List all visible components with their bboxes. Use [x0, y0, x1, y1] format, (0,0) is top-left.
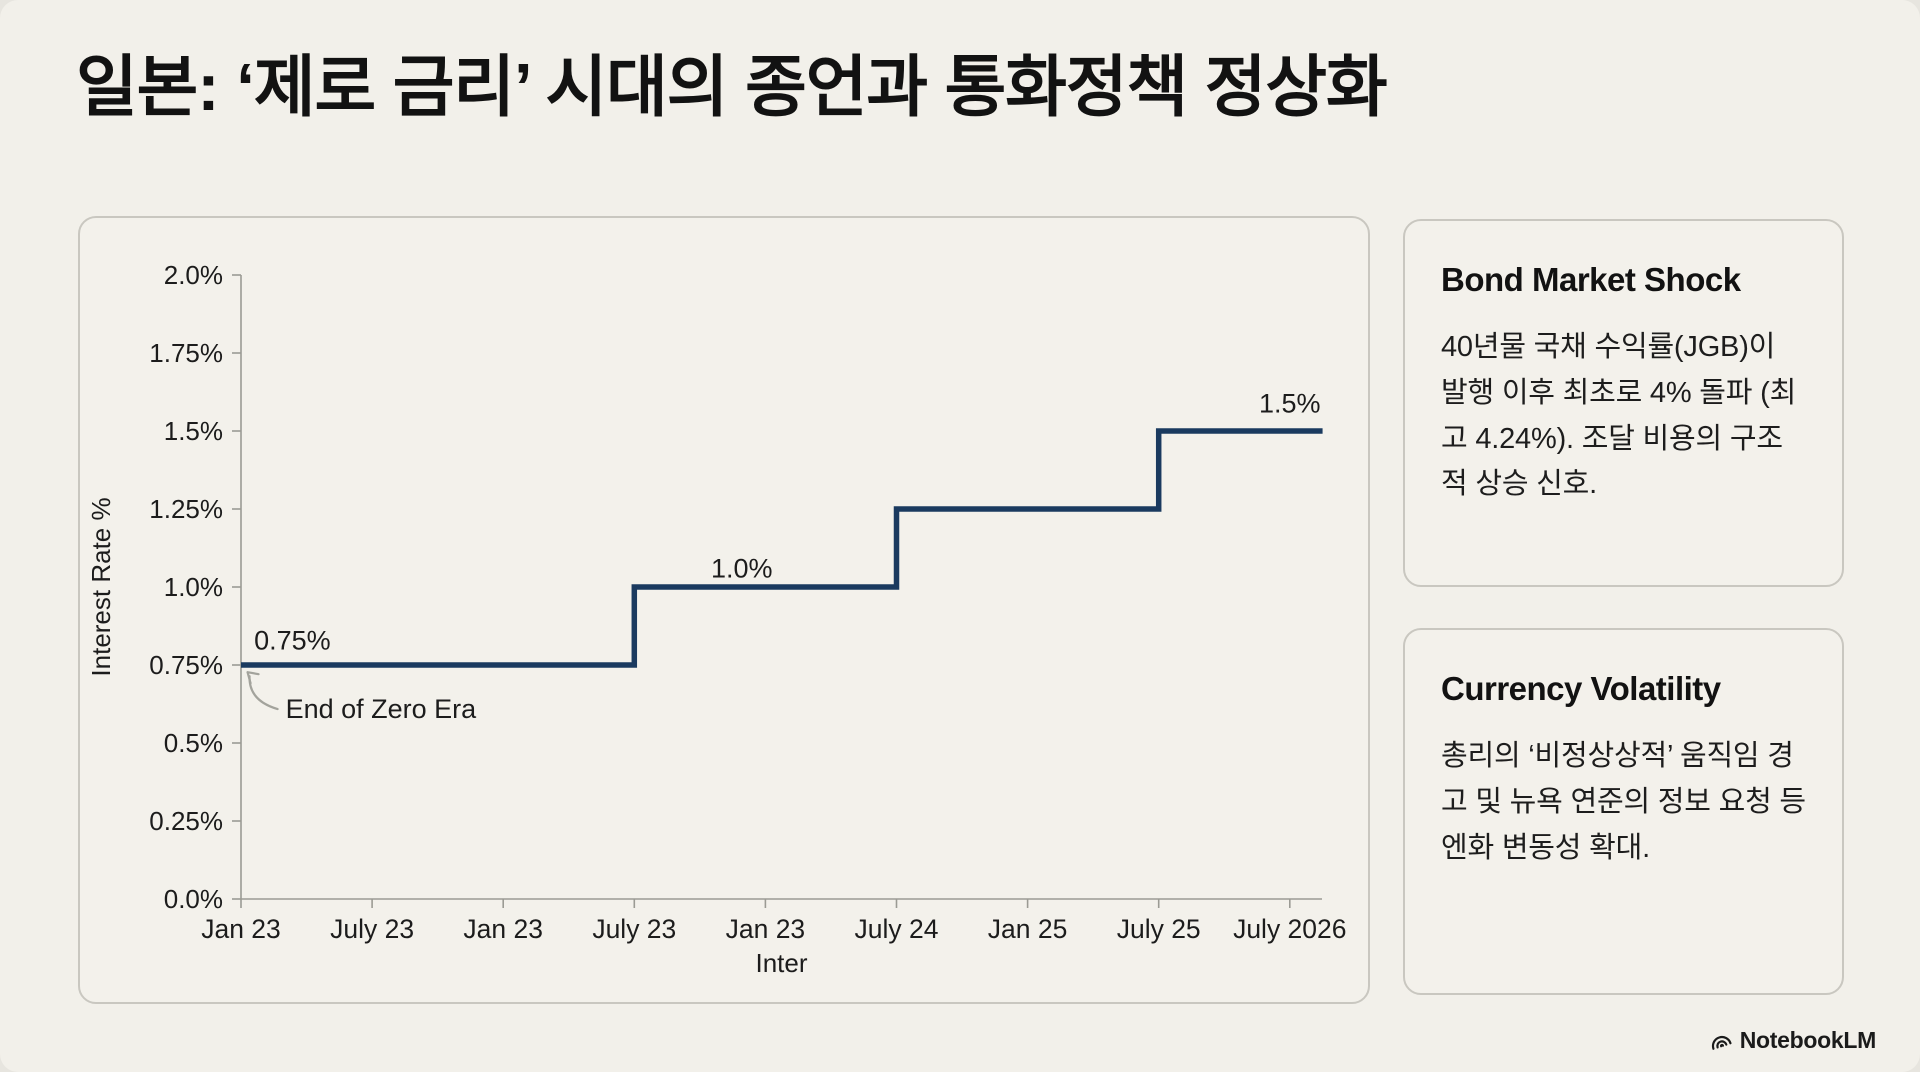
svg-text:July 24: July 24	[855, 914, 939, 944]
card-body: 40년물 국채 수익률(JGB)이 발행 이후 최초로 4% 돌파 (최고 4.…	[1441, 331, 1797, 501]
annotation-label: End of Zero Era	[286, 694, 478, 724]
svg-text:1.25%: 1.25%	[149, 494, 223, 524]
svg-text:July 23: July 23	[592, 914, 676, 944]
info-card-currency-volatility: Currency Volatility 총리의 ‘비정상상적’ 움직임 경고 및…	[1403, 628, 1844, 995]
svg-text:1.75%: 1.75%	[149, 338, 223, 368]
annotations: 0.75% 1.0% 1.5% End of Zero Era	[246, 388, 1321, 724]
svg-text:0.75%: 0.75%	[149, 650, 223, 680]
chart-panel: 0.0% 0.25% 0.5% 0.75% 1.0% 1.25% 1.5% 1.75% 2.0%…	[78, 216, 1370, 1004]
svg-text:Jan 25: Jan 25	[988, 914, 1068, 944]
svg-text:1.0%: 1.0%	[164, 572, 223, 602]
footer-brand: NotebookLM	[1708, 1027, 1876, 1054]
annotation-arrow	[246, 671, 279, 711]
notebooklm-logo-icon	[1711, 1035, 1732, 1050]
svg-text:Jan 23: Jan 23	[201, 914, 281, 944]
svg-text:July 25: July 25	[1117, 914, 1201, 944]
y-axis-title: Interest Rate %	[86, 497, 116, 676]
y-tick-labels: 0.0% 0.25% 0.5% 0.75% 1.0% 1.25% 1.5% 1.75% 2.0%	[149, 260, 223, 914]
rate-chart: 0.0% 0.25% 0.5% 0.75% 1.0% 1.25% 1.5% 1.75% 2.0%…	[86, 260, 1347, 978]
page-title: 일본: ‘제로 금리’ 시대의 종언과 통화정책 정상화	[76, 50, 1388, 125]
svg-text:0.0%: 0.0%	[164, 884, 223, 914]
annotation-label: 0.75%	[254, 625, 331, 655]
svg-text:July 23: July 23	[330, 914, 414, 944]
svg-text:1.5%: 1.5%	[164, 416, 223, 446]
card-body: 총리의 ‘비정상상적’ 움직임 경고 및 뉴욕 연준의 정보 요청 등 엔화 변…	[1441, 740, 1806, 864]
notebooklm-wordmark: NotebookLM	[1739, 1027, 1877, 1053]
card-title: Bond Market Shock	[1441, 261, 1741, 298]
svg-text:Jan 23: Jan 23	[463, 914, 543, 944]
svg-text:2.0%: 2.0%	[164, 260, 223, 290]
svg-text:0.25%: 0.25%	[149, 806, 223, 836]
card-title: Currency Volatility	[1441, 670, 1721, 707]
svg-text:0.5%: 0.5%	[164, 728, 223, 758]
info-card-bond-market-shock: Bond Market Shock 40년물 국채 수익률(JGB)이 발행 이…	[1403, 219, 1844, 587]
tick-marks	[232, 274, 1291, 908]
annotation-label: 1.5%	[1259, 388, 1321, 418]
rate-step-line	[241, 428, 1323, 668]
x-axis-title: Inter	[755, 948, 807, 978]
svg-text:Jan 23: Jan 23	[726, 914, 806, 944]
svg-text:July 2026: July 2026	[1233, 914, 1346, 944]
annotation-label: 1.0%	[711, 554, 773, 584]
x-tick-labels: Jan 23 July 23 Jan 23 July 23 Jan 23 July 24 J…	[201, 914, 1346, 944]
